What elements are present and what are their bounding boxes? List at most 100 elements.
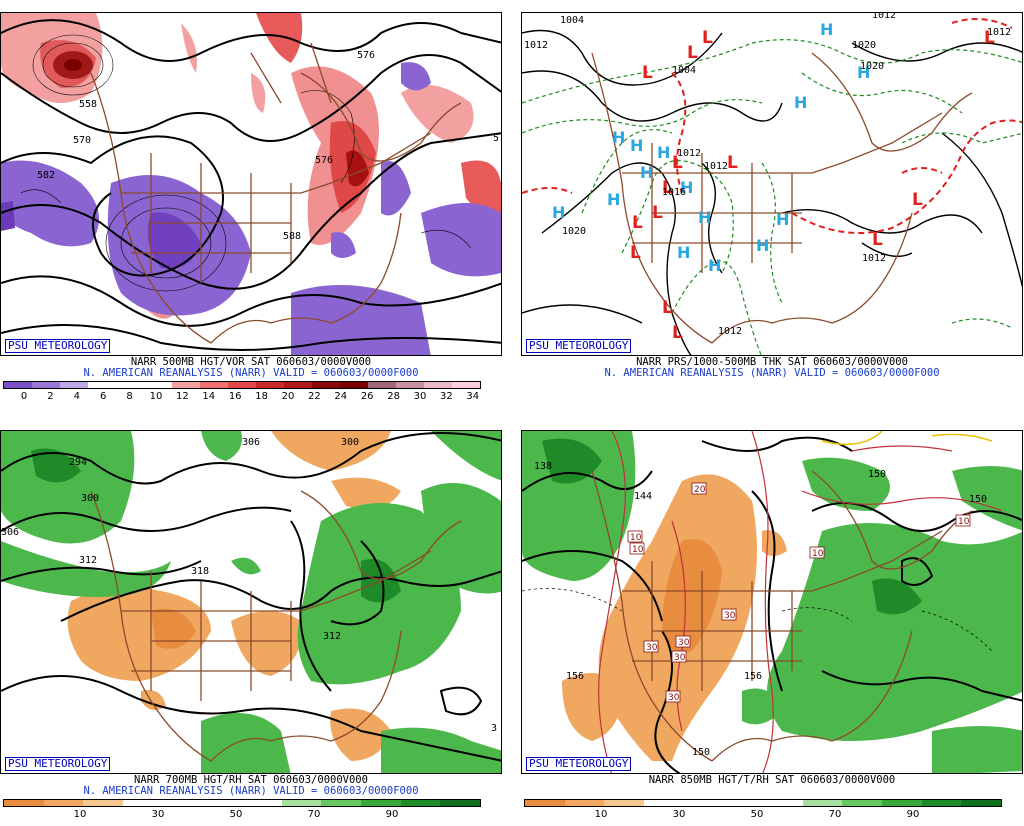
vorticity-contours bbox=[20, 34, 472, 292]
map-pressure-svg: L L L L L L L L L L L L L L H H H H H H bbox=[522, 13, 1022, 355]
map-850mb-svg: 138 144 150 150 156 156 150 20 10 10 10 … bbox=[522, 431, 1022, 773]
colorbar-tick-label: 28 bbox=[387, 391, 400, 402]
height-contours bbox=[1, 432, 501, 762]
colorbar-tick-label: 20 bbox=[281, 391, 295, 402]
colorbar-swatch bbox=[4, 800, 44, 806]
thickness-540-line bbox=[522, 18, 1022, 234]
colorbar-tick-label: 30 bbox=[413, 391, 427, 402]
colorbar-swatch bbox=[424, 382, 452, 388]
colorbar-swatch bbox=[396, 382, 424, 388]
political-boundaries bbox=[90, 42, 462, 344]
colorbar-swatch bbox=[723, 800, 764, 806]
colorbar-tick-label: 8 bbox=[126, 391, 133, 402]
height-label: 570 bbox=[73, 135, 91, 146]
colorbar-tick-label: 10 bbox=[149, 391, 163, 402]
height-label: 144 bbox=[634, 491, 652, 502]
height-label: 156 bbox=[566, 671, 584, 682]
dashed-isotherms bbox=[522, 588, 993, 652]
colorbar-tick-label: 10 bbox=[594, 809, 608, 820]
temperature-label: 30 bbox=[724, 611, 736, 621]
isobar-label: 1012 bbox=[718, 326, 742, 337]
panel-850mb-temp-rh: 138 144 150 150 156 156 150 20 10 10 10 … bbox=[521, 418, 1023, 826]
colorbar-rh bbox=[524, 799, 1002, 807]
pressure-centers: L L L L L L L L L L L L L L H H H H H H bbox=[552, 20, 995, 343]
colorbar-tick-label: 2 bbox=[47, 391, 54, 402]
colorbar-tick-label: 10 bbox=[73, 809, 87, 820]
temperature-label: 10 bbox=[632, 545, 644, 555]
isobar-label: 1004 bbox=[560, 15, 584, 26]
colorbar-swatch bbox=[162, 800, 203, 806]
isobar-label: 1016 bbox=[662, 187, 686, 198]
low-center: L bbox=[672, 323, 683, 343]
high-center: H bbox=[677, 243, 690, 262]
political-boundaries bbox=[591, 470, 973, 762]
colorbar-tick-label: 12 bbox=[176, 391, 189, 402]
height-label: 312 bbox=[323, 631, 341, 642]
psu-meteorology-watermark: PSU METEOROLOGY bbox=[526, 757, 632, 771]
low-center: L bbox=[652, 203, 663, 223]
high-center: H bbox=[607, 190, 620, 209]
psu-meteorology-watermark: PSU METEOROLOGY bbox=[5, 757, 111, 771]
high-center: H bbox=[630, 136, 643, 155]
caption-product: NARR 700MB HGT/RH SAT 060603/0000V000 bbox=[134, 774, 368, 786]
temperature-label: 30 bbox=[646, 643, 658, 653]
colorbar-swatch bbox=[202, 800, 243, 806]
map-850mb: 138 144 150 150 156 156 150 20 10 10 10 … bbox=[521, 430, 1023, 774]
low-center: L bbox=[630, 243, 641, 263]
caption-product: NARR 850MB HGT/T/RH SAT 060603/0000V000 bbox=[648, 774, 896, 786]
colorbar-swatch bbox=[763, 800, 803, 806]
high-center: H bbox=[857, 63, 870, 82]
panel-sfc-pressure-thickness: L L L L L L L L L L L L L L H H H H H H bbox=[521, 0, 1023, 408]
colorbar-swatch bbox=[123, 800, 163, 806]
colorbar-labels: 10 30 50 70 90 bbox=[0, 809, 502, 821]
high-center: H bbox=[612, 128, 625, 147]
map-500mb: 558 570 582 588 576 5 576 PSU METEOROLOG… bbox=[0, 12, 502, 356]
temperature-label: 30 bbox=[678, 638, 690, 648]
height-contours bbox=[1, 19, 501, 351]
height-label: 300 bbox=[341, 437, 359, 448]
colorbar-tick-label: 30 bbox=[672, 809, 686, 820]
colorbar-swatch bbox=[440, 800, 481, 806]
colorbar-swatch bbox=[961, 800, 1002, 806]
height-label: 306 bbox=[1, 527, 19, 538]
height-label: 588 bbox=[283, 231, 301, 242]
colorbar-swatch bbox=[242, 800, 282, 806]
high-center: H bbox=[756, 236, 769, 255]
isobar-label: 1012 bbox=[987, 27, 1011, 38]
political-boundaries bbox=[591, 52, 973, 344]
low-center: L bbox=[662, 298, 673, 318]
height-label: 294 bbox=[69, 457, 87, 468]
isobar-label: 1012 bbox=[677, 148, 701, 159]
height-label: 150 bbox=[969, 494, 987, 505]
moist-areas bbox=[1, 431, 501, 773]
colorbar-swatch bbox=[228, 382, 256, 388]
height-label: 138 bbox=[534, 461, 552, 472]
colorbar-swatch bbox=[83, 800, 124, 806]
high-center: H bbox=[794, 93, 807, 112]
colorbar-swatch bbox=[564, 800, 605, 806]
caption-valid: N. AMERICAN REANALYSIS (NARR) VALID = 06… bbox=[83, 785, 419, 797]
low-center: L bbox=[642, 63, 653, 83]
isobar-label: 1012 bbox=[862, 253, 886, 264]
colorbar-swatch bbox=[842, 800, 883, 806]
low-center: L bbox=[662, 178, 673, 198]
height-label: 312 bbox=[79, 555, 97, 566]
colorbar-swatch bbox=[43, 800, 84, 806]
colorbar-tick-label: 90 bbox=[906, 809, 920, 820]
thickness-contours bbox=[522, 39, 1022, 355]
colorbar-labels: 10 30 50 70 90 bbox=[521, 809, 1023, 821]
temperature-label: 10 bbox=[630, 533, 642, 543]
colorbar-swatch bbox=[340, 382, 368, 388]
high-center: H bbox=[552, 203, 565, 222]
high-center: H bbox=[708, 256, 721, 275]
colorbar-swatch bbox=[452, 382, 480, 388]
isobar-label: 1020 bbox=[860, 61, 884, 72]
colorbar-swatch bbox=[644, 800, 684, 806]
colorbar-tick-label: 70 bbox=[307, 809, 321, 820]
isobar-label: 1020 bbox=[852, 40, 876, 51]
map-700mb: 294 306 300 306 312 318 312 300 3 PSU ME… bbox=[0, 430, 502, 774]
height-labels: 558 570 582 588 576 5 576 bbox=[37, 50, 499, 242]
high-center: H bbox=[820, 20, 833, 39]
low-center: L bbox=[672, 153, 683, 173]
colorbar-swatch bbox=[144, 382, 172, 388]
